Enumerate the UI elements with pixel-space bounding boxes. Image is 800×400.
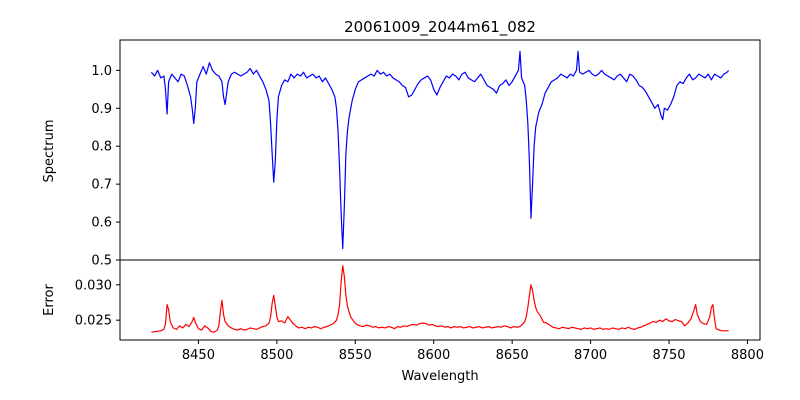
error-axes-frame xyxy=(119,259,761,341)
error-xtick-label: 8800 xyxy=(731,348,764,363)
error-ytick-label: 0.025 xyxy=(75,314,112,329)
x-axis-label: Wavelength xyxy=(401,369,478,384)
spectrum-y-axis-label: Spectrum xyxy=(42,120,57,183)
error-xtick-label: 8600 xyxy=(417,348,450,363)
error-line-group xyxy=(151,265,729,333)
error-y-ticks: 0.025 0.030 xyxy=(75,278,120,329)
error-ytick-label: 0.030 xyxy=(75,278,112,293)
spectrum-line xyxy=(150,50,730,250)
error-x-ticks: 8450 8500 8550 8600 8650 8700 8750 8800 xyxy=(182,340,764,363)
spectrum-line-group xyxy=(150,50,730,250)
error-xtick-label: 8550 xyxy=(339,348,372,363)
spectrum-ytick-label: 0.9 xyxy=(91,102,112,117)
error-xtick-label: 8750 xyxy=(652,348,685,363)
axes-frames xyxy=(119,39,761,341)
spectrum-ytick-label: 0.5 xyxy=(91,254,112,269)
error-y-axis-label: Error xyxy=(42,284,57,316)
error-xtick-label: 8450 xyxy=(182,348,215,363)
spectrum-ytick-label: 1.0 xyxy=(91,64,112,79)
spectrum-ytick-label: 0.7 xyxy=(91,178,112,193)
error-line xyxy=(151,265,729,333)
spectrum-panel: 0.5 0.6 0.7 0.8 0.9 1.0 Spectrum xyxy=(42,50,730,269)
error-xtick-label: 8650 xyxy=(496,348,529,363)
spectrum-y-ticks: 0.5 0.6 0.7 0.8 0.9 1.0 xyxy=(91,64,120,269)
error-xtick-label: 8500 xyxy=(260,348,293,363)
error-xtick-label: 8700 xyxy=(574,348,607,363)
spectrum-ytick-label: 0.8 xyxy=(91,140,112,155)
spectrum-ytick-label: 0.6 xyxy=(91,216,112,231)
chart-title: 20061009_2044m61_082 xyxy=(344,18,536,37)
